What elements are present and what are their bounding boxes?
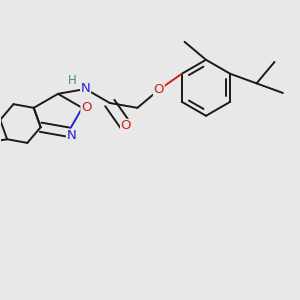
Text: O: O bbox=[121, 119, 131, 132]
Text: O: O bbox=[81, 101, 92, 114]
Text: N: N bbox=[67, 129, 76, 142]
Text: H: H bbox=[68, 74, 77, 87]
Text: O: O bbox=[154, 83, 164, 96]
Text: N: N bbox=[81, 82, 90, 95]
